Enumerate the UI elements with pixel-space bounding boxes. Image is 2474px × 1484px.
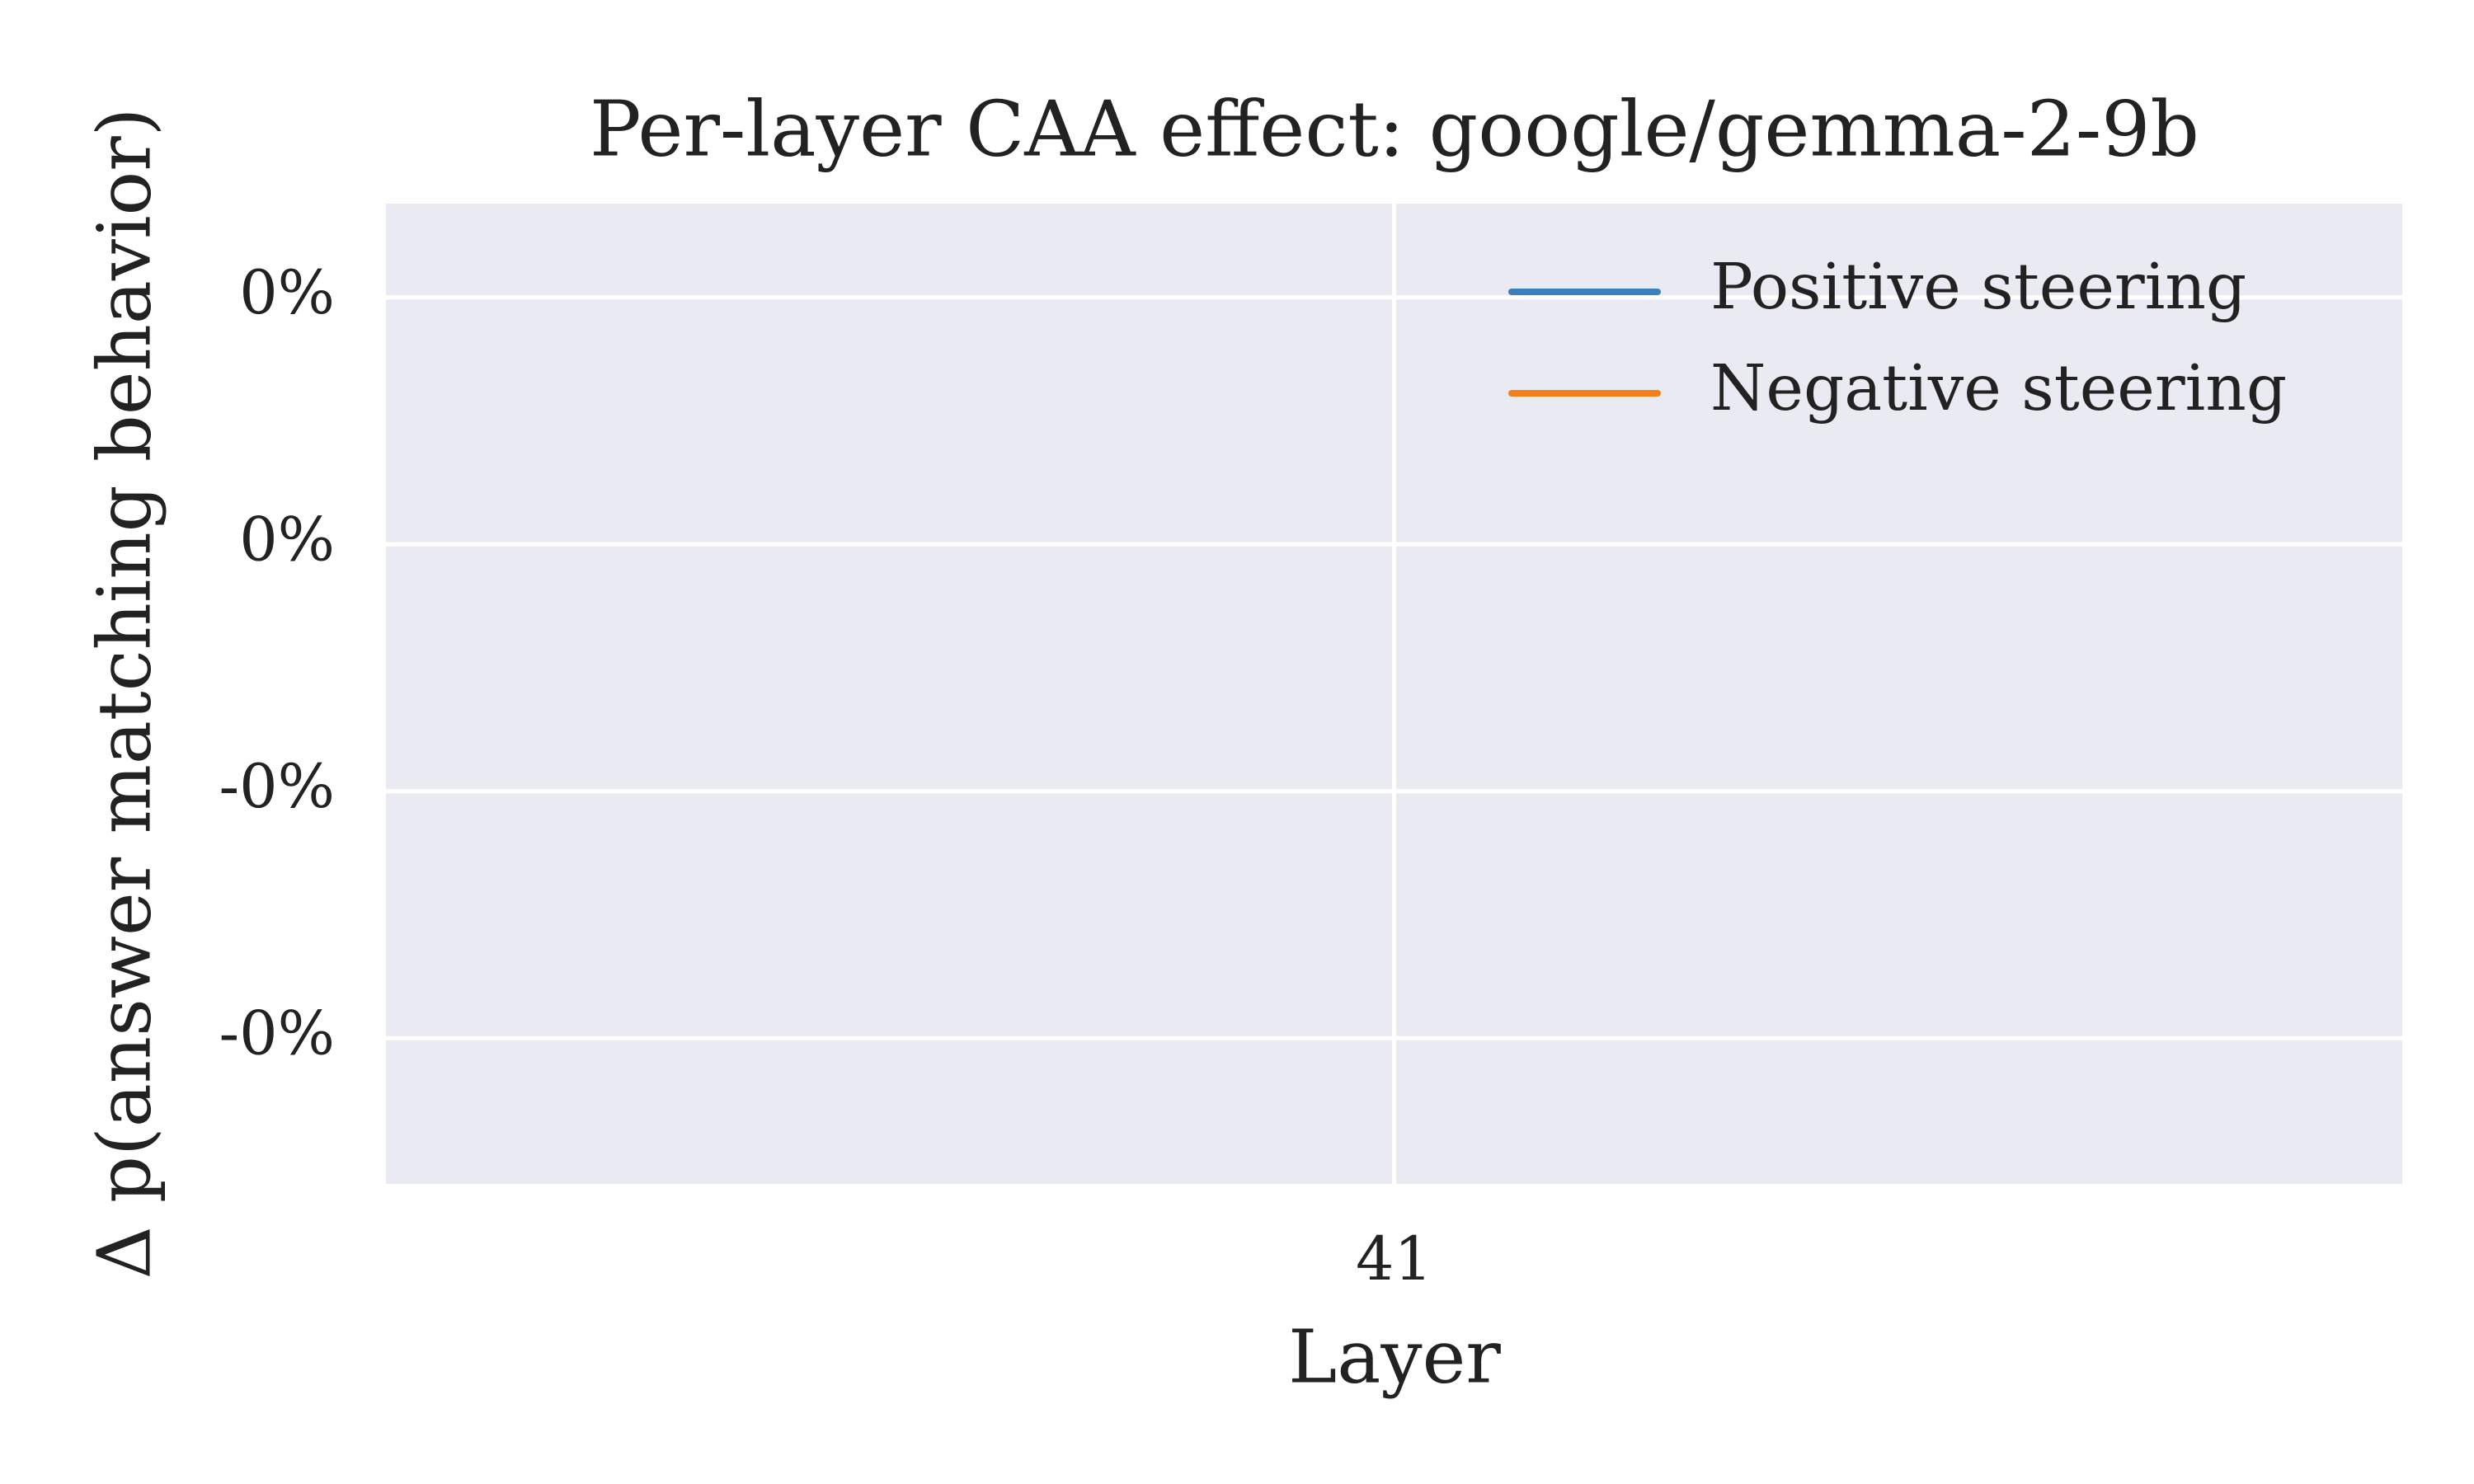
legend-label: Negative steering xyxy=(1710,352,2287,425)
x-tick-label: 41 xyxy=(1356,1224,1432,1294)
grid xyxy=(386,204,2402,1184)
y-tick-label: -0% xyxy=(219,752,335,822)
x-axis-label: Layer xyxy=(1288,1313,1501,1399)
chart-title: Per-layer CAA effect: google/gemma-2-9b xyxy=(590,84,2199,173)
y-axis-label: Δ p(answer matching behavior) xyxy=(81,107,167,1279)
legend-label: Positive steering xyxy=(1710,251,2246,324)
legend: Positive steering Negative steering xyxy=(1508,251,2287,425)
y-tick-label: -0% xyxy=(219,998,335,1068)
y-tick-label: 0% xyxy=(239,258,335,328)
y-tick-label: 0% xyxy=(239,505,335,575)
